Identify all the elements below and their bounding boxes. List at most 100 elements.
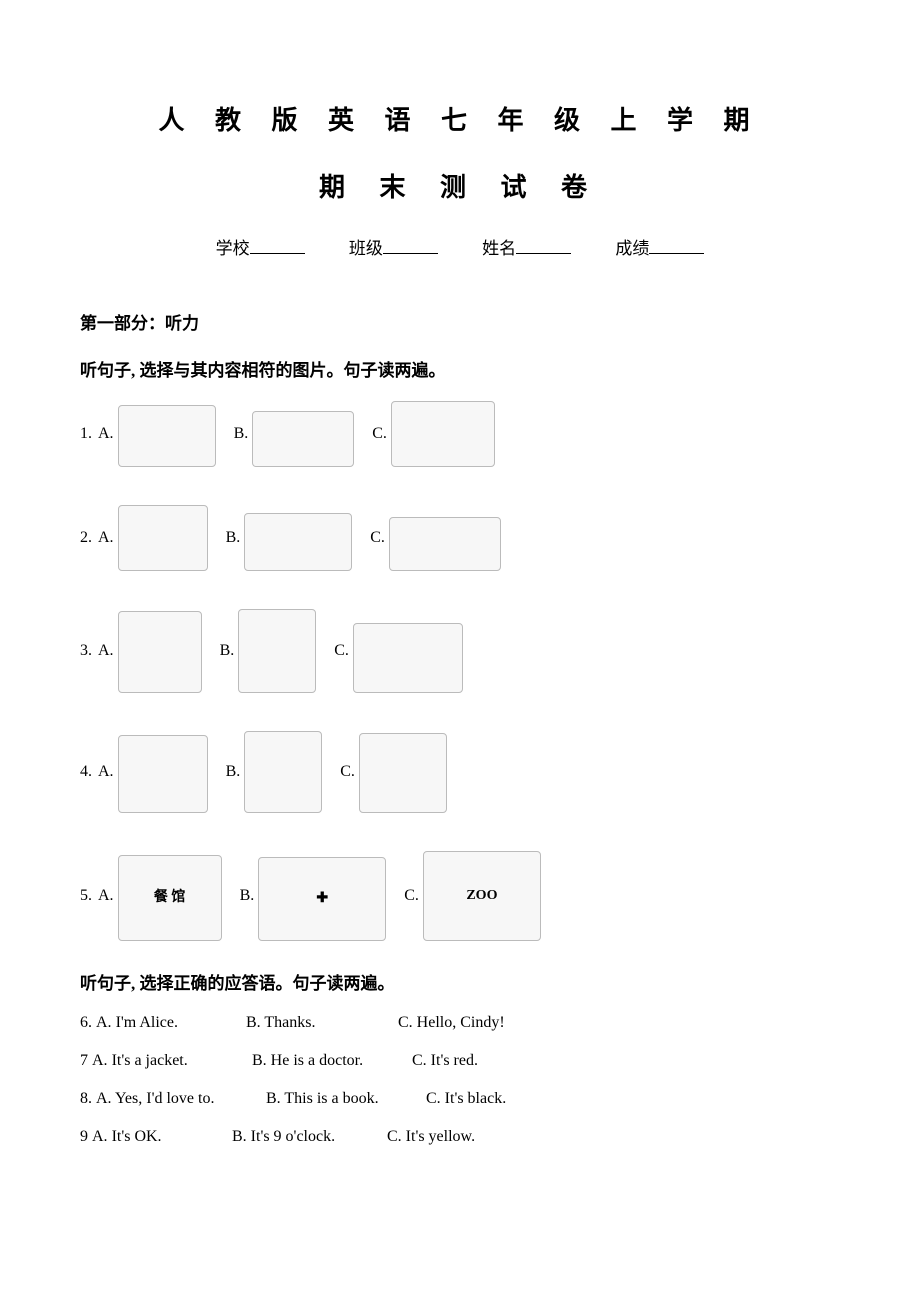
option-label: C. <box>372 425 387 443</box>
image-question-row: 4. A. B. C. <box>80 731 840 813</box>
option-letter: A. <box>92 1052 112 1069</box>
school-blank <box>250 253 305 254</box>
option-label: A. <box>98 529 114 547</box>
option-text: It's OK. <box>112 1128 162 1145</box>
option-label: B. <box>220 642 235 660</box>
image-question-row: 2. A. B. C. <box>80 505 840 571</box>
option-label: C. <box>340 763 355 781</box>
answer-option: C. It's red. <box>412 1052 478 1070</box>
hospital-building-image: ✚ <box>258 857 386 941</box>
option-label: C. <box>334 642 349 660</box>
option-letter: C. <box>426 1090 445 1107</box>
option-text: It's yellow. <box>406 1128 475 1145</box>
text-question-row: 6.A. I'm Alice. B. Thanks. C. Hello, Cindy… <box>80 1014 840 1032</box>
question-number: 1. <box>80 425 92 443</box>
class-blank <box>383 253 438 254</box>
image-questions-container: 1.A.B.C.2.A.B.C.3.A.B.C.4.A.B.C.5.A.餐 馆B… <box>80 401 840 941</box>
option-text: It's black. <box>445 1090 507 1107</box>
image-question-row: 1. A. B. C. <box>80 401 840 467</box>
score-blank <box>649 253 704 254</box>
option-label: B. <box>234 425 249 443</box>
jacket-image <box>118 611 202 693</box>
question-number: 6. <box>80 1014 92 1032</box>
two-monkeys-image <box>118 505 208 571</box>
option-text: This is a book. <box>284 1090 378 1107</box>
zoo-building-image: ZOO <box>423 851 541 941</box>
question-number: 9 <box>80 1128 88 1146</box>
option-letter: A. <box>96 1014 116 1031</box>
option-letter: B. <box>246 1014 264 1031</box>
option-letter: B. <box>232 1128 251 1145</box>
question-number: 4. <box>80 763 92 781</box>
option-label: A. <box>98 887 114 905</box>
two-tigers-image <box>389 517 501 571</box>
option-letter: C. <box>412 1052 431 1069</box>
girl-sweeping-floor-image <box>244 731 322 813</box>
fish-on-plate-image <box>252 411 354 467</box>
score-label: 成绩 <box>615 239 649 258</box>
girl-cooking-kitchen-image <box>118 735 208 813</box>
answer-option: B. He is a doctor. <box>252 1052 402 1070</box>
option-letter: C. <box>387 1128 406 1145</box>
info-line: 学校 班级 姓名 成绩 <box>80 234 840 259</box>
option-text: Yes, I'd love to. <box>115 1090 214 1107</box>
option-label: A. <box>98 642 114 660</box>
option-text: Hello, Cindy! <box>417 1014 505 1031</box>
option-letter: A. <box>92 1128 112 1145</box>
option-text: I'm Alice. <box>116 1014 178 1031</box>
answer-option: A. It's OK. <box>92 1128 222 1146</box>
option-label: A. <box>98 425 114 443</box>
option-text: It's a jacket. <box>112 1052 188 1069</box>
option-label: C. <box>404 887 419 905</box>
question-number: 5. <box>80 887 92 905</box>
question-number: 7 <box>80 1052 88 1070</box>
answer-option: C. It's black. <box>426 1090 506 1108</box>
option-label: A. <box>98 763 114 781</box>
girl-shopping-store-image <box>359 733 447 813</box>
answer-option: C. Hello, Cindy! <box>398 1014 505 1032</box>
answer-option: B. It's 9 o'clock. <box>232 1128 377 1146</box>
answer-option: B. Thanks. <box>246 1014 388 1032</box>
instruction-1: 听句子, 选择与其内容相符的图片。句子读两遍。 <box>80 356 840 381</box>
roast-chicken-plate-image <box>118 405 216 467</box>
text-question-row: 7A. It's a jacket. B. He is a doctor. C. I… <box>80 1052 840 1070</box>
question-number: 2. <box>80 529 92 547</box>
option-text: Thanks. <box>264 1014 315 1031</box>
question-number: 8. <box>80 1090 92 1108</box>
option-label: B. <box>226 529 241 547</box>
answer-option: A. Yes, I'd love to. <box>96 1090 256 1108</box>
question-number: 3. <box>80 642 92 660</box>
option-letter: C. <box>398 1014 417 1031</box>
option-text: It's red. <box>431 1052 478 1069</box>
vegetable-salad-bowl-image <box>391 401 495 467</box>
name-blank <box>516 253 571 254</box>
name-label: 姓名 <box>482 239 516 258</box>
image-question-row: 5. A.餐 馆 B.✚ C.ZOO <box>80 851 840 941</box>
text-questions-container: 6.A. I'm Alice.B. Thanks.C. Hello, Cindy… <box>80 1014 840 1146</box>
answer-option: B. This is a book. <box>266 1090 416 1108</box>
option-label: B. <box>240 887 255 905</box>
section-heading: 第一部分：听力 <box>80 309 840 334</box>
option-letter: B. <box>252 1052 271 1069</box>
school-label: 学校 <box>216 239 250 258</box>
option-label: C. <box>370 529 385 547</box>
pair-of-shoes-image <box>353 623 463 693</box>
instruction-2: 听句子, 选择正确的应答语。句子读两遍。 <box>80 969 840 994</box>
option-text: It's 9 o'clock. <box>251 1128 335 1145</box>
option-letter: A. <box>96 1090 115 1107</box>
text-question-row: 8.A. Yes, I'd love to. B. This is a book.… <box>80 1090 840 1108</box>
restaurant-building-image: 餐 馆 <box>118 855 222 941</box>
answer-option: C. It's yellow. <box>387 1128 475 1146</box>
text-question-row: 9A. It's OK. B. It's 9 o'clock. C. It's ye… <box>80 1128 840 1146</box>
answer-option: A. It's a jacket. <box>92 1052 242 1070</box>
jeans-pants-image <box>238 609 316 693</box>
title-main: 人 教 版 英 语 七 年 级 上 学 期 <box>80 100 840 137</box>
two-lions-image <box>244 513 352 571</box>
class-label: 班级 <box>349 239 383 258</box>
title-sub: 期 末 测 试 卷 <box>80 167 840 204</box>
option-text: He is a doctor. <box>271 1052 363 1069</box>
option-label: B. <box>226 763 241 781</box>
option-letter: B. <box>266 1090 284 1107</box>
image-question-row: 3. A. B. C. <box>80 609 840 693</box>
answer-option: A. I'm Alice. <box>96 1014 236 1032</box>
